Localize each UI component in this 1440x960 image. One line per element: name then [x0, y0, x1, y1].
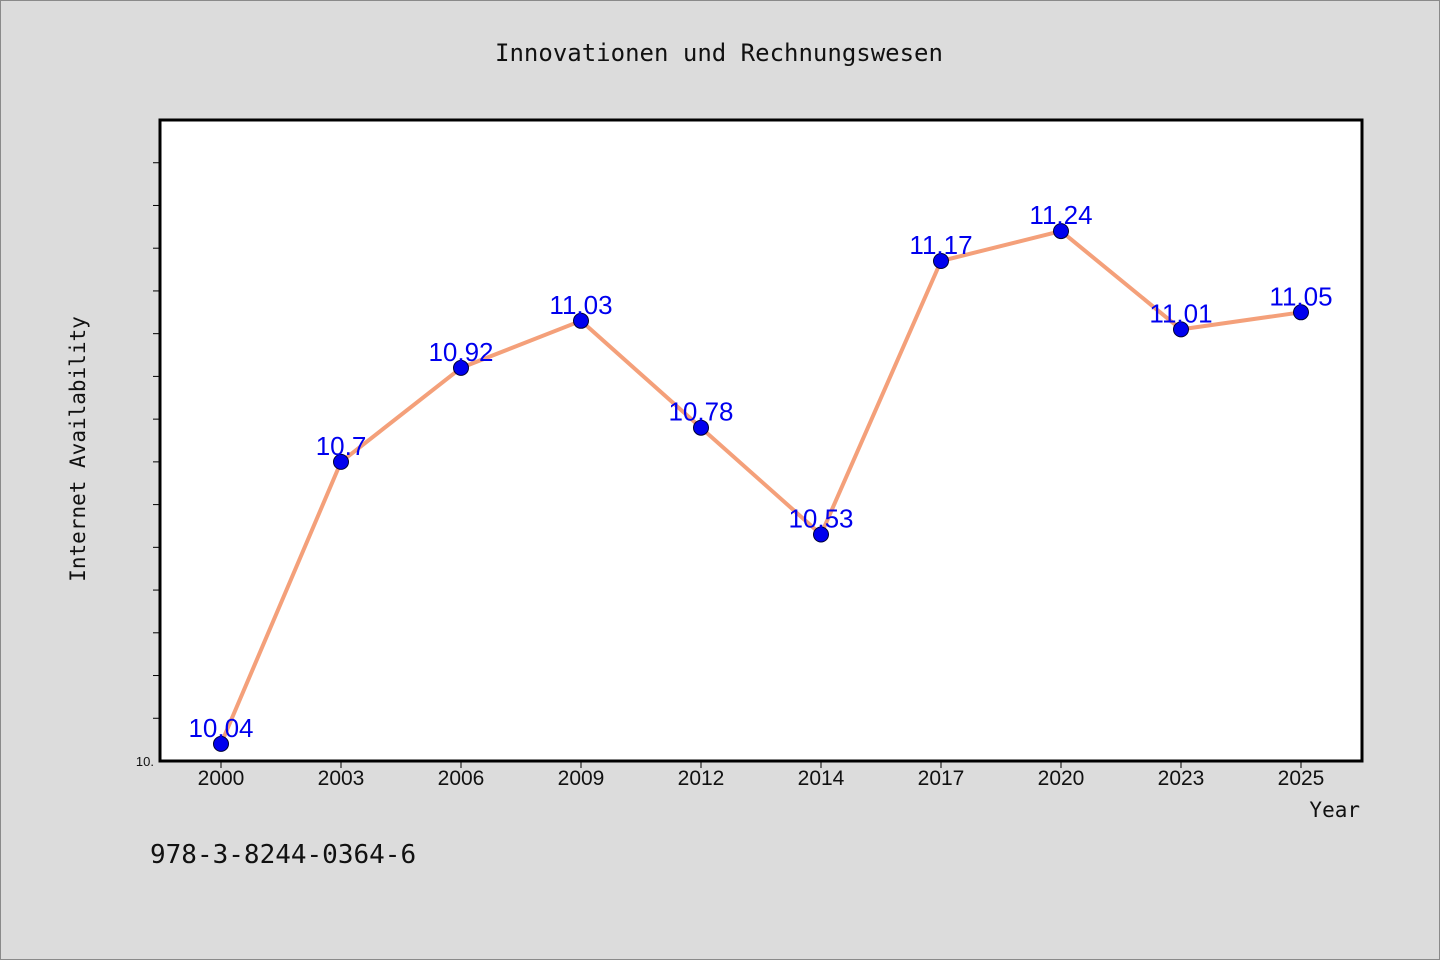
data-label: 10.92: [428, 337, 493, 367]
data-label: 11.17: [909, 230, 972, 260]
data-point: [213, 735, 229, 752]
data-point: [813, 526, 829, 543]
isbn-footnote: 978-3-8244-0364-6: [150, 840, 416, 870]
x-tick-label: 2009: [558, 767, 605, 790]
x-tick-label: 2023: [1158, 767, 1205, 790]
x-tick-label: 2006: [438, 767, 485, 790]
data-point: [1053, 223, 1069, 240]
series-layer: 10.04 10.7 10.92 11.03 10.78 10.53 11.17 11.24 1…: [188, 200, 1333, 752]
x-axis-ticks: 2000 2003 2006 2009 2012 2014 2017 2020 2023 2025: [198, 761, 1325, 790]
data-label: 10.78: [668, 397, 733, 427]
x-tick-label: 2003: [318, 767, 365, 790]
data-point: [693, 419, 709, 436]
chart-title: Innovationen und Rechnungswesen: [495, 39, 943, 67]
x-axis-label: Year: [1309, 798, 1360, 822]
data-label: 10.53: [788, 504, 853, 534]
data-point: [1173, 321, 1189, 338]
x-tick-label: 2020: [1038, 767, 1085, 790]
data-point: [573, 312, 589, 329]
series-line: [219, 229, 1302, 745]
x-tick-label: 2014: [798, 767, 845, 790]
data-label: 11.05: [1269, 281, 1332, 311]
data-point: [453, 359, 469, 376]
data-point: [1293, 304, 1309, 321]
y-axis-label: Internet Availability: [66, 316, 90, 582]
plot-area: [158, 118, 1364, 763]
x-tick-label: 2012: [678, 767, 725, 790]
data-point: [933, 253, 949, 269]
data-label: 11.24: [1029, 200, 1092, 230]
data-label: 11.01: [1149, 298, 1212, 328]
data-label: 10.04: [188, 713, 253, 743]
data-label: 10.7: [316, 431, 367, 461]
y-axis-ticks: [153, 162, 160, 719]
x-tick-label: 2000: [198, 767, 245, 790]
x-tick-label: 2017: [918, 767, 965, 790]
x-tick-label: 2025: [1278, 767, 1325, 790]
data-point: [333, 453, 349, 470]
y-min-tick-label: 10.: [136, 754, 154, 769]
data-label: 11.03: [549, 290, 612, 320]
